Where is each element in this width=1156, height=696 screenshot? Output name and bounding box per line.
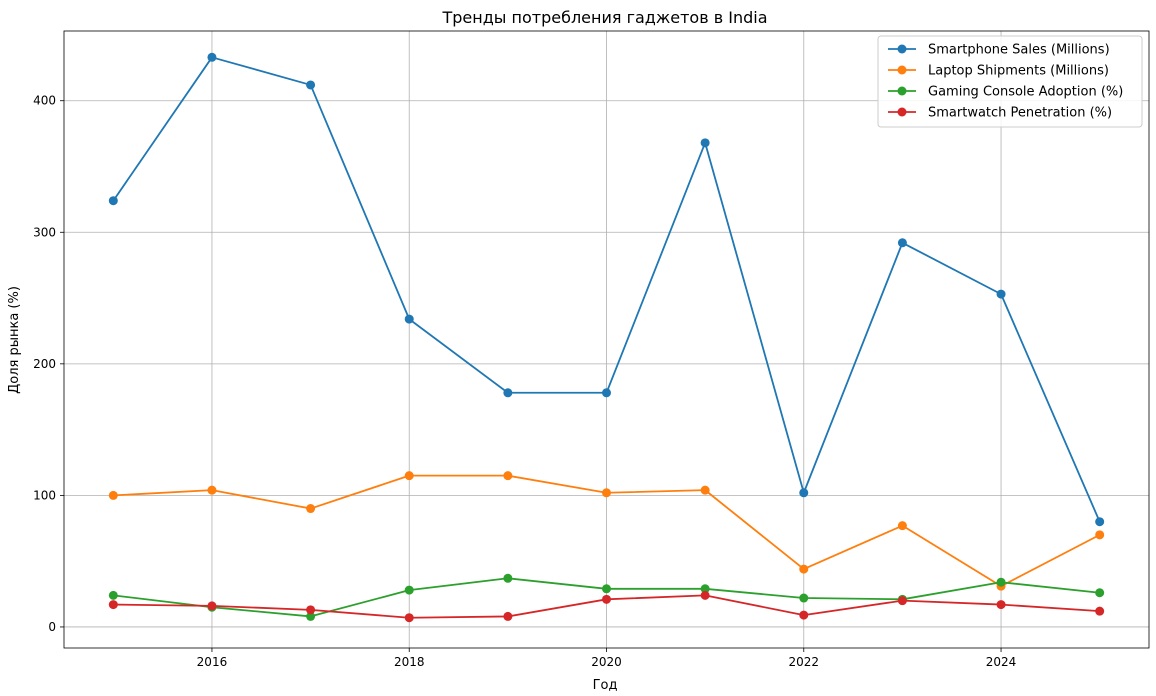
legend-item: Laptop Shipments (Millions) <box>888 64 1109 79</box>
data-point <box>404 314 414 324</box>
y-tick-label: 0 <box>48 620 56 634</box>
data-point <box>108 590 118 600</box>
data-point <box>503 611 513 621</box>
legend-marker <box>897 86 907 96</box>
data-point <box>799 593 809 603</box>
data-point <box>108 600 118 610</box>
data-point <box>897 596 907 606</box>
data-point <box>897 521 907 531</box>
data-point <box>1095 606 1105 616</box>
legend-item: Gaming Console Adoption (%) <box>888 85 1123 100</box>
data-point <box>700 485 710 495</box>
series-group <box>108 52 1105 623</box>
legend-label: Smartphone Sales (Millions) <box>928 43 1110 58</box>
data-point <box>1095 588 1105 598</box>
data-point <box>404 585 414 595</box>
data-point <box>108 196 118 206</box>
axis-ticks: 2016 2018 2020 2022 2024 0 100 200 300 400 <box>33 94 1016 669</box>
legend-item: Smartphone Sales (Millions) <box>888 43 1110 58</box>
data-point <box>799 488 809 498</box>
data-point <box>799 564 809 574</box>
series-0 <box>108 52 1105 527</box>
x-tick-label: 2024 <box>986 655 1017 669</box>
data-point <box>503 471 513 481</box>
chart-title: Тренды потребления гаджетов в India <box>441 8 767 27</box>
y-tick-label: 400 <box>33 94 56 108</box>
data-point <box>897 238 907 248</box>
legend-marker <box>897 65 907 75</box>
x-tick-label: 2020 <box>591 655 622 669</box>
x-tick-label: 2022 <box>788 655 819 669</box>
series-3 <box>108 590 1105 623</box>
data-point <box>207 485 217 495</box>
data-point <box>503 388 513 398</box>
x-axis-label: Год <box>593 678 618 693</box>
data-point <box>996 577 1006 587</box>
data-point <box>1095 517 1105 527</box>
data-point <box>306 504 316 514</box>
series-2 <box>108 573 1105 621</box>
y-axis-label: Доля рынка (%) <box>7 286 22 394</box>
data-point <box>602 584 611 594</box>
y-tick-label: 100 <box>33 488 56 502</box>
data-point <box>404 471 414 481</box>
legend-label: Smartwatch Penetration (%) <box>928 106 1112 121</box>
data-point <box>700 590 710 600</box>
data-point <box>1095 530 1105 540</box>
data-point <box>602 488 611 498</box>
data-point <box>602 594 611 604</box>
legend-marker <box>897 107 907 117</box>
series-1 <box>108 471 1105 591</box>
x-tick-label: 2018 <box>394 655 425 669</box>
y-tick-label: 200 <box>33 357 56 371</box>
y-tick-label: 300 <box>33 225 56 239</box>
data-point <box>996 600 1006 610</box>
data-point <box>108 490 118 500</box>
data-point <box>503 573 513 583</box>
data-point <box>306 605 316 615</box>
data-point <box>799 610 809 620</box>
x-tick-label: 2016 <box>197 655 228 669</box>
legend-label: Gaming Console Adoption (%) <box>928 85 1123 100</box>
legend: Smartphone Sales (Millions) Laptop Shipme… <box>877 35 1143 128</box>
data-point <box>404 613 414 623</box>
data-point <box>207 601 217 611</box>
data-point <box>602 388 611 398</box>
data-point <box>996 289 1006 299</box>
legend-item: Smartwatch Penetration (%) <box>888 106 1112 121</box>
legend-marker <box>897 44 907 54</box>
data-point <box>306 80 316 90</box>
data-point <box>306 611 316 621</box>
data-point <box>700 584 710 594</box>
data-point <box>207 52 217 62</box>
data-point <box>700 138 710 148</box>
legend-box <box>877 35 1143 128</box>
legend-label: Laptop Shipments (Millions) <box>928 64 1109 79</box>
